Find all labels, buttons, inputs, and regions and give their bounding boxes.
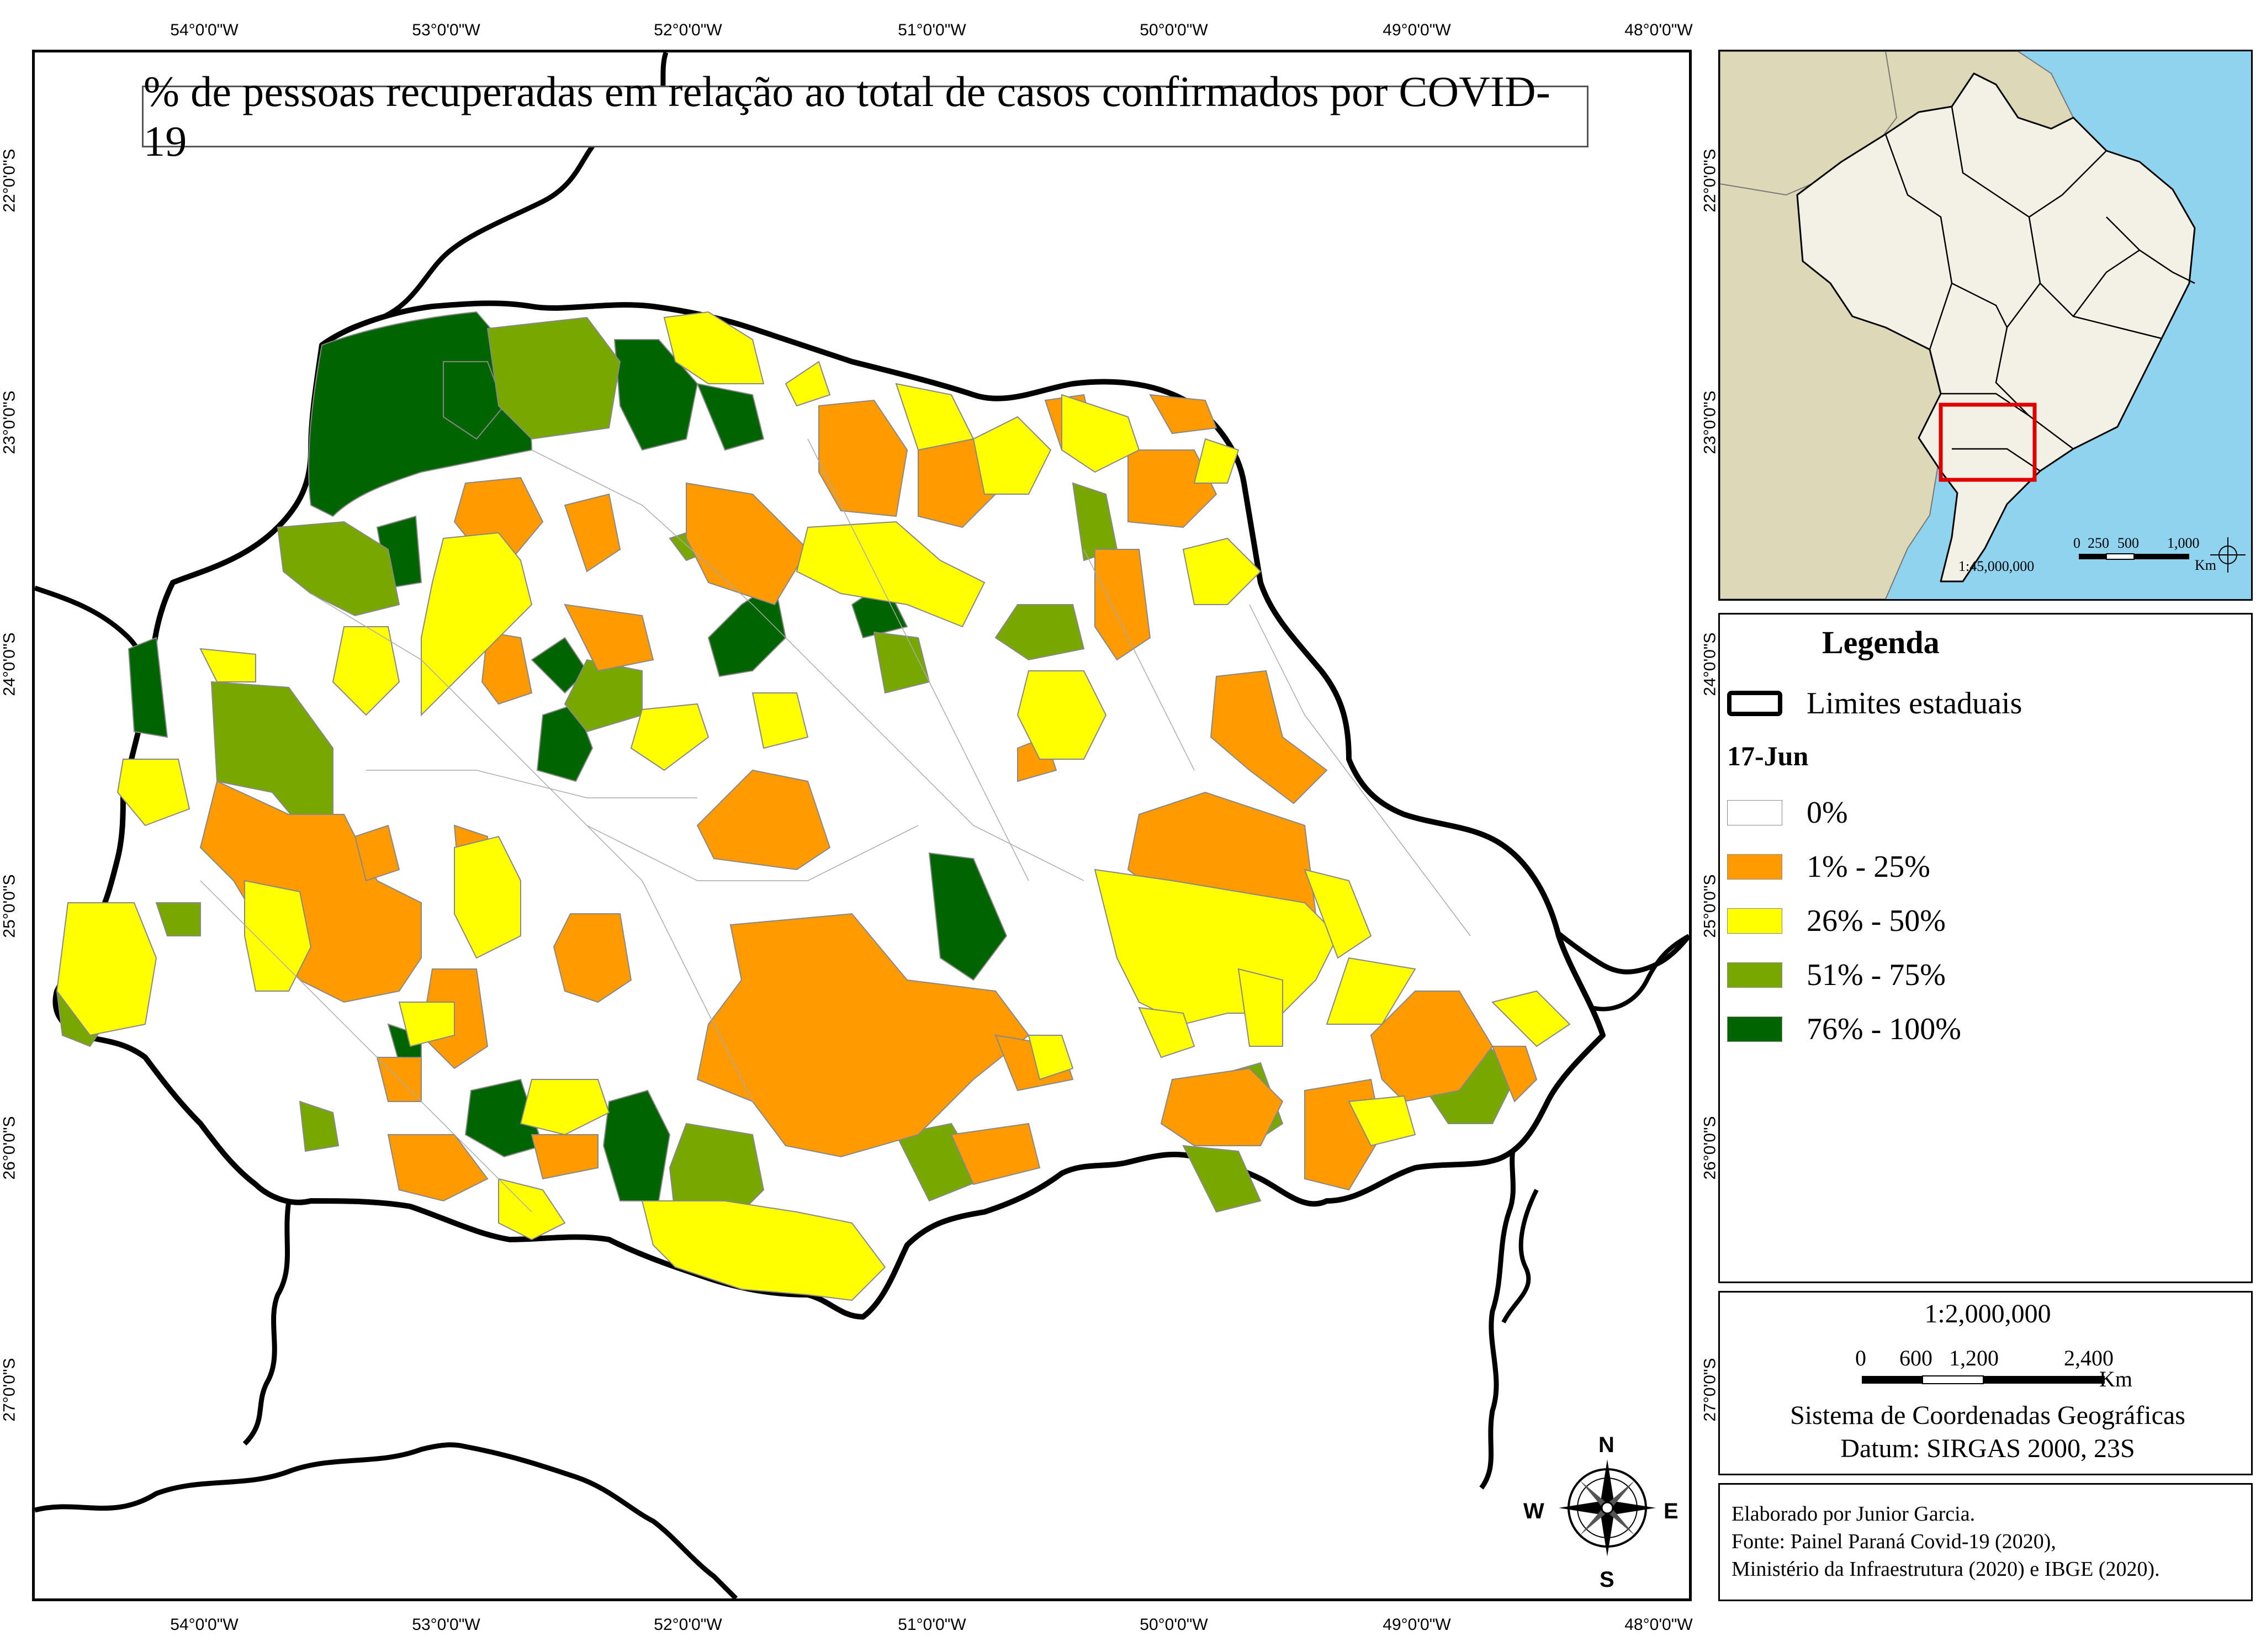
left-tick: 25°0'0"S bbox=[0, 874, 19, 938]
right-tick: 26°0'0"S bbox=[1701, 1116, 1719, 1180]
inset-scale-tick: 500 bbox=[2117, 535, 2139, 551]
crs-line1: Sistema de Coordenadas Geográficas bbox=[1790, 1401, 2185, 1430]
inset-scale-bar bbox=[2079, 553, 2189, 560]
top-tick: 54°0'0"W bbox=[170, 21, 239, 39]
inset-map bbox=[1720, 51, 2251, 599]
legend-class-4: 76% - 100% bbox=[1727, 1012, 1961, 1047]
credit-line3: Ministério da Infraestrutura (2020) e IB… bbox=[1732, 1558, 2160, 1581]
scale-tick: 2,400 bbox=[2064, 1346, 2114, 1370]
bottom-tick: 53°0'0"W bbox=[412, 1616, 480, 1634]
legend-label: 1% - 25% bbox=[1807, 850, 1930, 884]
scale-unit: Km bbox=[2099, 1367, 2132, 1391]
left-tick: 22°0'0"S bbox=[0, 149, 19, 213]
bottom-tick: 54°0'0"W bbox=[170, 1616, 239, 1634]
bottom-tick: 50°0'0"W bbox=[1140, 1616, 1208, 1634]
inset-scale-tick: 250 bbox=[2088, 535, 2109, 551]
coastline bbox=[1501, 934, 1689, 1323]
legend-label: 76% - 100% bbox=[1807, 1012, 1961, 1046]
credit-line1: Elaborado por Junior Garcia. bbox=[1732, 1502, 1976, 1526]
right-tick: 24°0'0"S bbox=[1701, 632, 1719, 696]
inset-scale-tick: 0 bbox=[2073, 535, 2080, 551]
legend-date: 17-Jun bbox=[1727, 740, 1809, 771]
compass-e: E bbox=[1664, 1499, 1678, 1523]
map-title: % de pessoas recuperadas em relação ao t… bbox=[142, 67, 1588, 165]
inset-highlight bbox=[1939, 403, 2037, 482]
legend-swatch bbox=[1727, 962, 1782, 988]
inset-scale-ratio: 1:45,000,000 bbox=[1958, 558, 2035, 574]
legend-swatch bbox=[1727, 1016, 1782, 1042]
left-tick: 23°0'0"S bbox=[0, 390, 19, 454]
inset-compass bbox=[2210, 537, 2246, 573]
credit-line2: Fonte: Painel Paraná Covid-19 (2020), bbox=[1732, 1530, 2056, 1553]
inset-map-frame: 1:45,000,000 0 250 500 1,000 Km bbox=[1718, 50, 2253, 601]
main-map-frame: % de pessoas recuperadas em relação ao t… bbox=[32, 50, 1692, 1601]
top-tick: 49°0'0"W bbox=[1383, 21, 1451, 39]
scale-tick: 0 bbox=[1855, 1346, 1866, 1370]
state-limits-swatch bbox=[1727, 691, 1782, 716]
legend-label: Limites estaduais bbox=[1807, 686, 2022, 721]
bottom-tick: 48°0'0"W bbox=[1624, 1616, 1693, 1634]
scale-bar bbox=[1862, 1375, 2105, 1384]
scale-ratio: 1:2,000,000 bbox=[1924, 1299, 2051, 1328]
bottom-tick: 52°0'0"W bbox=[654, 1616, 722, 1634]
compass-w: W bbox=[1523, 1499, 1544, 1523]
north-arrow bbox=[1559, 1459, 1656, 1556]
bottom-tick: 49°0'0"W bbox=[1383, 1616, 1451, 1634]
compass-s: S bbox=[1600, 1568, 1614, 1592]
legend-class-3: 51% - 75% bbox=[1727, 957, 1946, 993]
legend-label: 26% - 50% bbox=[1807, 904, 1946, 938]
legend-class-1: 1% - 25% bbox=[1727, 849, 1930, 885]
bottom-tick: 51°0'0"W bbox=[898, 1616, 966, 1634]
main-map bbox=[35, 52, 1689, 1598]
crs-line2: Datum: SIRGAS 2000, 23S bbox=[1840, 1434, 2135, 1463]
top-tick: 52°0'0"W bbox=[654, 21, 722, 39]
top-tick: 50°0'0"W bbox=[1140, 21, 1208, 39]
compass-n: N bbox=[1598, 1433, 1614, 1457]
inset-scale-unit: Km bbox=[2195, 557, 2216, 573]
top-tick: 53°0'0"W bbox=[412, 21, 480, 39]
legend-title: Legenda bbox=[1822, 624, 1940, 660]
right-tick: 23°0'0"S bbox=[1701, 390, 1719, 454]
municipality-lines bbox=[200, 438, 1471, 1212]
legend-frame bbox=[1718, 613, 2253, 1283]
left-tick: 24°0'0"S bbox=[0, 632, 19, 696]
right-tick: 27°0'0"S bbox=[1701, 1358, 1719, 1422]
left-tick: 27°0'0"S bbox=[0, 1358, 19, 1422]
legend-class-2: 26% - 50% bbox=[1727, 903, 1946, 939]
municipalities bbox=[56, 311, 1571, 1301]
legend-label: 51% - 75% bbox=[1807, 958, 1946, 992]
scale-tick: 1,200 bbox=[1949, 1346, 1999, 1370]
top-tick: 48°0'0"W bbox=[1624, 21, 1693, 39]
top-tick: 51°0'0"W bbox=[898, 21, 966, 39]
right-tick: 22°0'0"S bbox=[1701, 149, 1719, 213]
left-tick: 26°0'0"S bbox=[0, 1116, 19, 1180]
legend-label: 0% bbox=[1807, 796, 1848, 830]
legend-swatch bbox=[1727, 800, 1782, 825]
credits-frame bbox=[1718, 1483, 2253, 1601]
legend-swatch bbox=[1727, 908, 1782, 934]
legend-swatch bbox=[1727, 854, 1782, 880]
right-tick: 25°0'0"S bbox=[1701, 874, 1719, 938]
legend-state-limits: Limites estaduais bbox=[1727, 686, 2022, 721]
inset-scale-tick: 1,000 bbox=[2167, 535, 2200, 551]
scale-tick: 600 bbox=[1899, 1346, 1932, 1370]
legend-class-0: 0% bbox=[1727, 795, 1848, 830]
